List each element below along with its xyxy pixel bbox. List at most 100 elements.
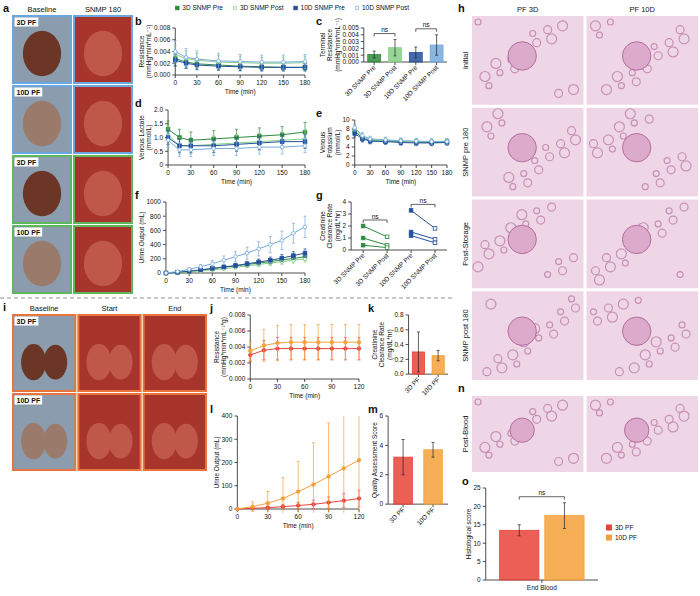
tubule (544, 404, 552, 412)
y-tick-label: 10 (343, 116, 351, 123)
tubule (530, 31, 536, 37)
annotation: ns (420, 197, 428, 204)
x-tick (277, 379, 278, 382)
annotation: ns (381, 26, 389, 33)
y-axis-title: Urine Output (mL) (138, 211, 146, 263)
photo (472, 396, 584, 472)
y-tick (165, 151, 168, 152)
y-axis (363, 28, 364, 62)
tubule (558, 21, 568, 31)
photo (472, 291, 584, 380)
tubule (481, 241, 489, 249)
marker (268, 258, 272, 262)
label-patch (15, 88, 43, 97)
bracket (374, 34, 395, 37)
panel-label: k (368, 302, 375, 314)
tubule (555, 458, 563, 466)
tubule (607, 312, 617, 322)
line (411, 236, 435, 243)
tubule (607, 399, 613, 405)
y-tick-label: 0 (346, 161, 350, 168)
row-label: SNMP pre 180 (461, 128, 470, 177)
marker (303, 144, 307, 148)
chart: oHistological score0510152025End Bloodns… (462, 475, 637, 591)
x-tick (282, 165, 283, 168)
error-bar (222, 256, 225, 265)
x-tick-label: 90 (237, 79, 245, 86)
plot-data (166, 121, 307, 157)
marker (344, 340, 348, 344)
tubule (493, 109, 503, 119)
marker (176, 270, 180, 274)
y-tick (247, 331, 250, 332)
marker (257, 260, 261, 264)
kidney (23, 31, 61, 77)
error-bar (384, 139, 387, 144)
y-tick (348, 238, 351, 239)
marker (280, 145, 284, 149)
marker (280, 256, 284, 260)
marker (245, 263, 249, 267)
kidney (23, 101, 61, 147)
x-tick-label: 90 (328, 383, 336, 390)
y-tick (163, 202, 166, 203)
tubule (557, 140, 565, 148)
legend-label: 3D SNMP Pre (182, 4, 223, 11)
error-bar (415, 138, 418, 143)
panel-label: g (316, 189, 323, 201)
glomerulus (622, 42, 650, 70)
tubule (596, 410, 602, 416)
y-tick (361, 41, 364, 42)
x-tick-label: 60 (301, 383, 309, 390)
y-tick (348, 214, 351, 215)
error-bar (199, 264, 202, 268)
x-axis-title: Time (min) (283, 522, 314, 530)
marker (409, 209, 413, 213)
bracket (519, 497, 564, 500)
tubule (665, 39, 673, 47)
y-tick-label: 0.005 (343, 24, 360, 31)
row-label: 3D PF (17, 318, 38, 325)
y-tick (234, 439, 237, 440)
marker (164, 271, 168, 275)
plot-data (500, 503, 584, 580)
marker (166, 138, 170, 142)
tubule (618, 299, 628, 309)
marker (282, 60, 286, 64)
error-bar (361, 133, 364, 139)
tubule (530, 409, 536, 415)
x-tick-label: 10D PF (415, 506, 436, 527)
y-tick-label: 0.008 (154, 24, 171, 31)
y-axis-title-line: Clearance Rate (326, 203, 333, 249)
tubule (591, 267, 599, 275)
error-bar (178, 143, 181, 157)
y-tick-label: 0.001 (343, 52, 360, 59)
error-bar (211, 267, 214, 270)
marker (368, 137, 372, 141)
marker (222, 265, 226, 269)
tubule (544, 26, 552, 34)
tubule (680, 203, 688, 211)
kidney (84, 171, 122, 217)
tubule (593, 317, 601, 325)
tubule (616, 249, 626, 259)
panel-label: b (135, 15, 142, 27)
photo-background (78, 394, 140, 470)
error-bar (415, 140, 418, 145)
tubule (570, 254, 578, 262)
error-bar (269, 236, 272, 252)
error-bar (384, 138, 387, 143)
chart: gCreatinineClearance Rate(mg/dL*hr)01234… (316, 189, 447, 290)
photo (13, 16, 71, 83)
x-tick-label: 30 (264, 513, 272, 520)
x-tick-label: 30 (366, 169, 374, 176)
marker (433, 227, 437, 231)
y-axis-title-line: (mmHg*min*mL⁻¹*g) (220, 317, 228, 377)
histology-image (472, 291, 584, 380)
annotation: ns (372, 213, 380, 220)
image-panel: iBaselineStartEnd3D PF10D PF (3, 301, 206, 470)
tubule (482, 122, 492, 132)
y-tick (385, 474, 388, 475)
error-bar (246, 262, 249, 266)
y-tick (385, 445, 388, 446)
